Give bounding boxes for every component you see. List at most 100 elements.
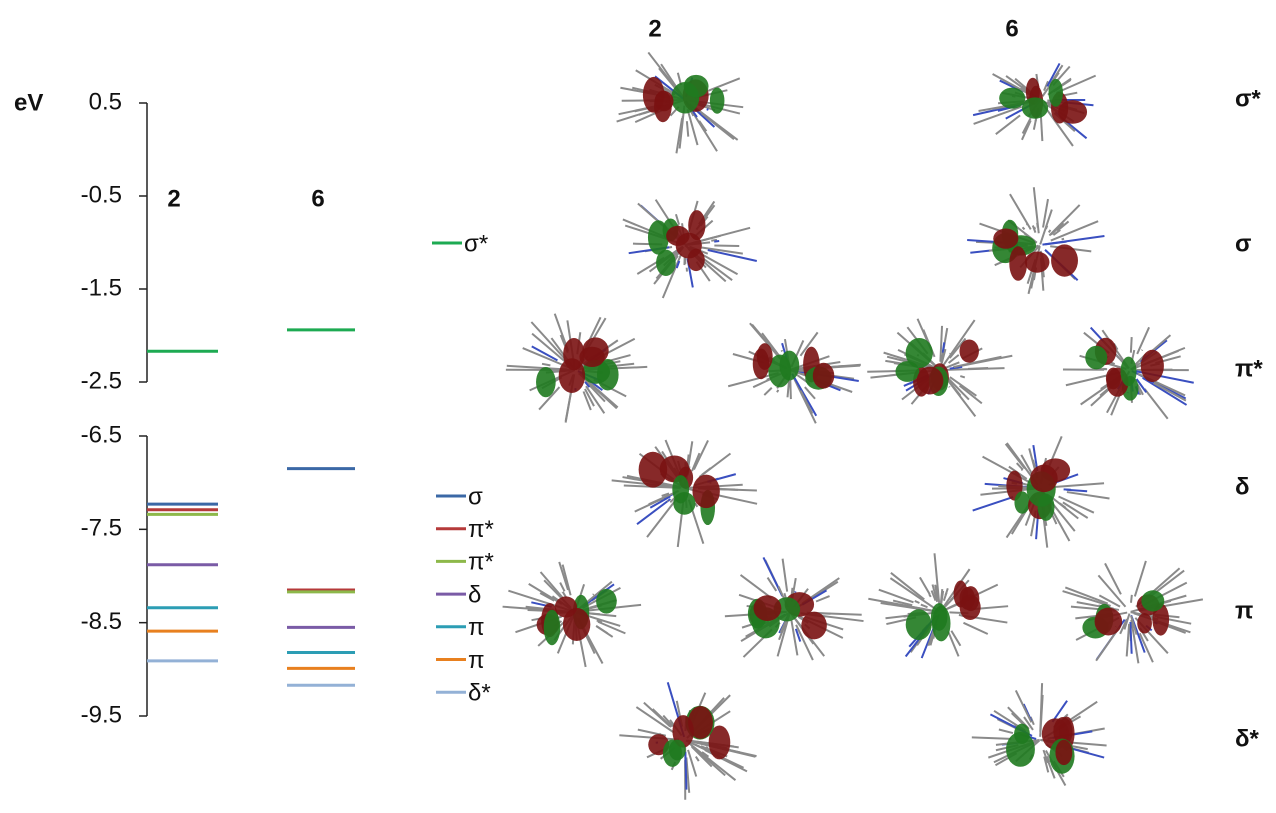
bond	[685, 752, 686, 790]
bond	[619, 735, 679, 739]
orbital-image	[1063, 561, 1203, 663]
lobe	[1137, 613, 1152, 633]
lobe	[1009, 246, 1027, 281]
y-tick-label: 0.5	[89, 88, 122, 115]
bond	[593, 594, 594, 595]
legend-label: π	[468, 647, 485, 674]
bond	[714, 241, 719, 242]
lobe	[757, 343, 773, 370]
legend-label: δ	[468, 581, 481, 608]
lobe	[692, 475, 719, 508]
y-tick-label: -7.5	[81, 515, 122, 542]
bond	[999, 730, 1013, 734]
bond	[667, 501, 668, 502]
bond	[915, 601, 920, 603]
lobe	[932, 606, 951, 642]
lobe	[654, 90, 672, 122]
lobe	[669, 740, 686, 761]
bond	[1049, 230, 1051, 232]
bond	[1066, 490, 1087, 491]
bond	[1145, 389, 1168, 419]
bond	[929, 594, 931, 597]
bond	[1154, 383, 1186, 401]
orbital-row-label: σ	[1235, 230, 1251, 257]
lobe	[684, 75, 709, 98]
orbital-row-label: δ	[1235, 473, 1250, 500]
lobe	[754, 595, 782, 621]
bond	[963, 623, 987, 634]
legend-label: π	[468, 614, 485, 641]
bond	[753, 379, 771, 387]
bond	[708, 78, 740, 91]
bond	[1062, 239, 1064, 240]
bond	[972, 737, 1012, 739]
orbital-row-label: π	[1235, 597, 1253, 624]
bond	[542, 364, 550, 366]
lobe	[801, 612, 827, 640]
bond	[560, 583, 564, 592]
lobe	[1025, 252, 1050, 273]
lobe	[579, 347, 604, 367]
orbital-image	[612, 440, 757, 547]
y-axis-label: eV	[14, 89, 43, 116]
bond	[816, 596, 830, 601]
bond	[1135, 561, 1146, 597]
lobe	[544, 610, 561, 646]
lobe	[563, 608, 590, 641]
bond	[790, 380, 791, 399]
legend-label: π*	[468, 516, 494, 543]
bond	[1034, 227, 1035, 229]
lobe	[687, 249, 704, 271]
y-tick-label: -2.5	[81, 367, 122, 394]
lobe	[536, 367, 556, 397]
bond	[921, 605, 928, 608]
bond	[1053, 483, 1105, 487]
legend-label: σ	[468, 483, 483, 510]
lobe	[596, 589, 617, 614]
lobe	[906, 338, 933, 368]
bond	[1105, 563, 1121, 594]
lobe	[1141, 350, 1164, 382]
bond	[1067, 492, 1110, 498]
lobe	[672, 475, 689, 503]
lobe	[688, 706, 713, 739]
bond	[944, 593, 947, 601]
orbital-row-label: π*	[1235, 355, 1263, 382]
orbital-image	[619, 682, 756, 799]
lobe	[1014, 724, 1030, 744]
lobe	[710, 87, 725, 113]
lobe	[1030, 465, 1058, 493]
orbital-image	[617, 52, 744, 153]
bond	[783, 559, 788, 592]
orbital-image	[728, 323, 861, 423]
bond	[1034, 187, 1039, 233]
bond	[1045, 242, 1066, 245]
lobe	[639, 452, 668, 488]
bond	[682, 116, 683, 123]
lobe	[559, 358, 585, 393]
lobe	[917, 367, 944, 395]
bond	[596, 626, 608, 634]
orbital-image	[868, 553, 1008, 658]
legend-label: δ*	[468, 680, 491, 707]
lobe	[1121, 357, 1137, 387]
orbital-image	[503, 562, 641, 667]
lobe	[813, 363, 835, 389]
orbital-image	[623, 200, 757, 298]
lobe	[993, 228, 1018, 248]
y-tick-label: -0.5	[81, 181, 122, 208]
bond	[687, 121, 688, 136]
bond	[1130, 622, 1131, 654]
figure: eV 2 6 2 6 0.5-0.5-1.5-2.5-6.5-7.5-8.5-9…	[0, 0, 1276, 813]
panel-header: 6	[1005, 15, 1018, 42]
y-tick-label: -6.5	[81, 421, 122, 448]
bond	[741, 575, 772, 598]
bond	[707, 109, 709, 110]
lobe	[999, 88, 1025, 109]
orbital-image	[1063, 327, 1194, 418]
lobe	[959, 340, 978, 363]
orbital-image	[967, 187, 1104, 294]
lobe	[962, 586, 979, 611]
orbital-row-label: σ*	[1235, 85, 1261, 112]
lobe	[666, 226, 689, 246]
